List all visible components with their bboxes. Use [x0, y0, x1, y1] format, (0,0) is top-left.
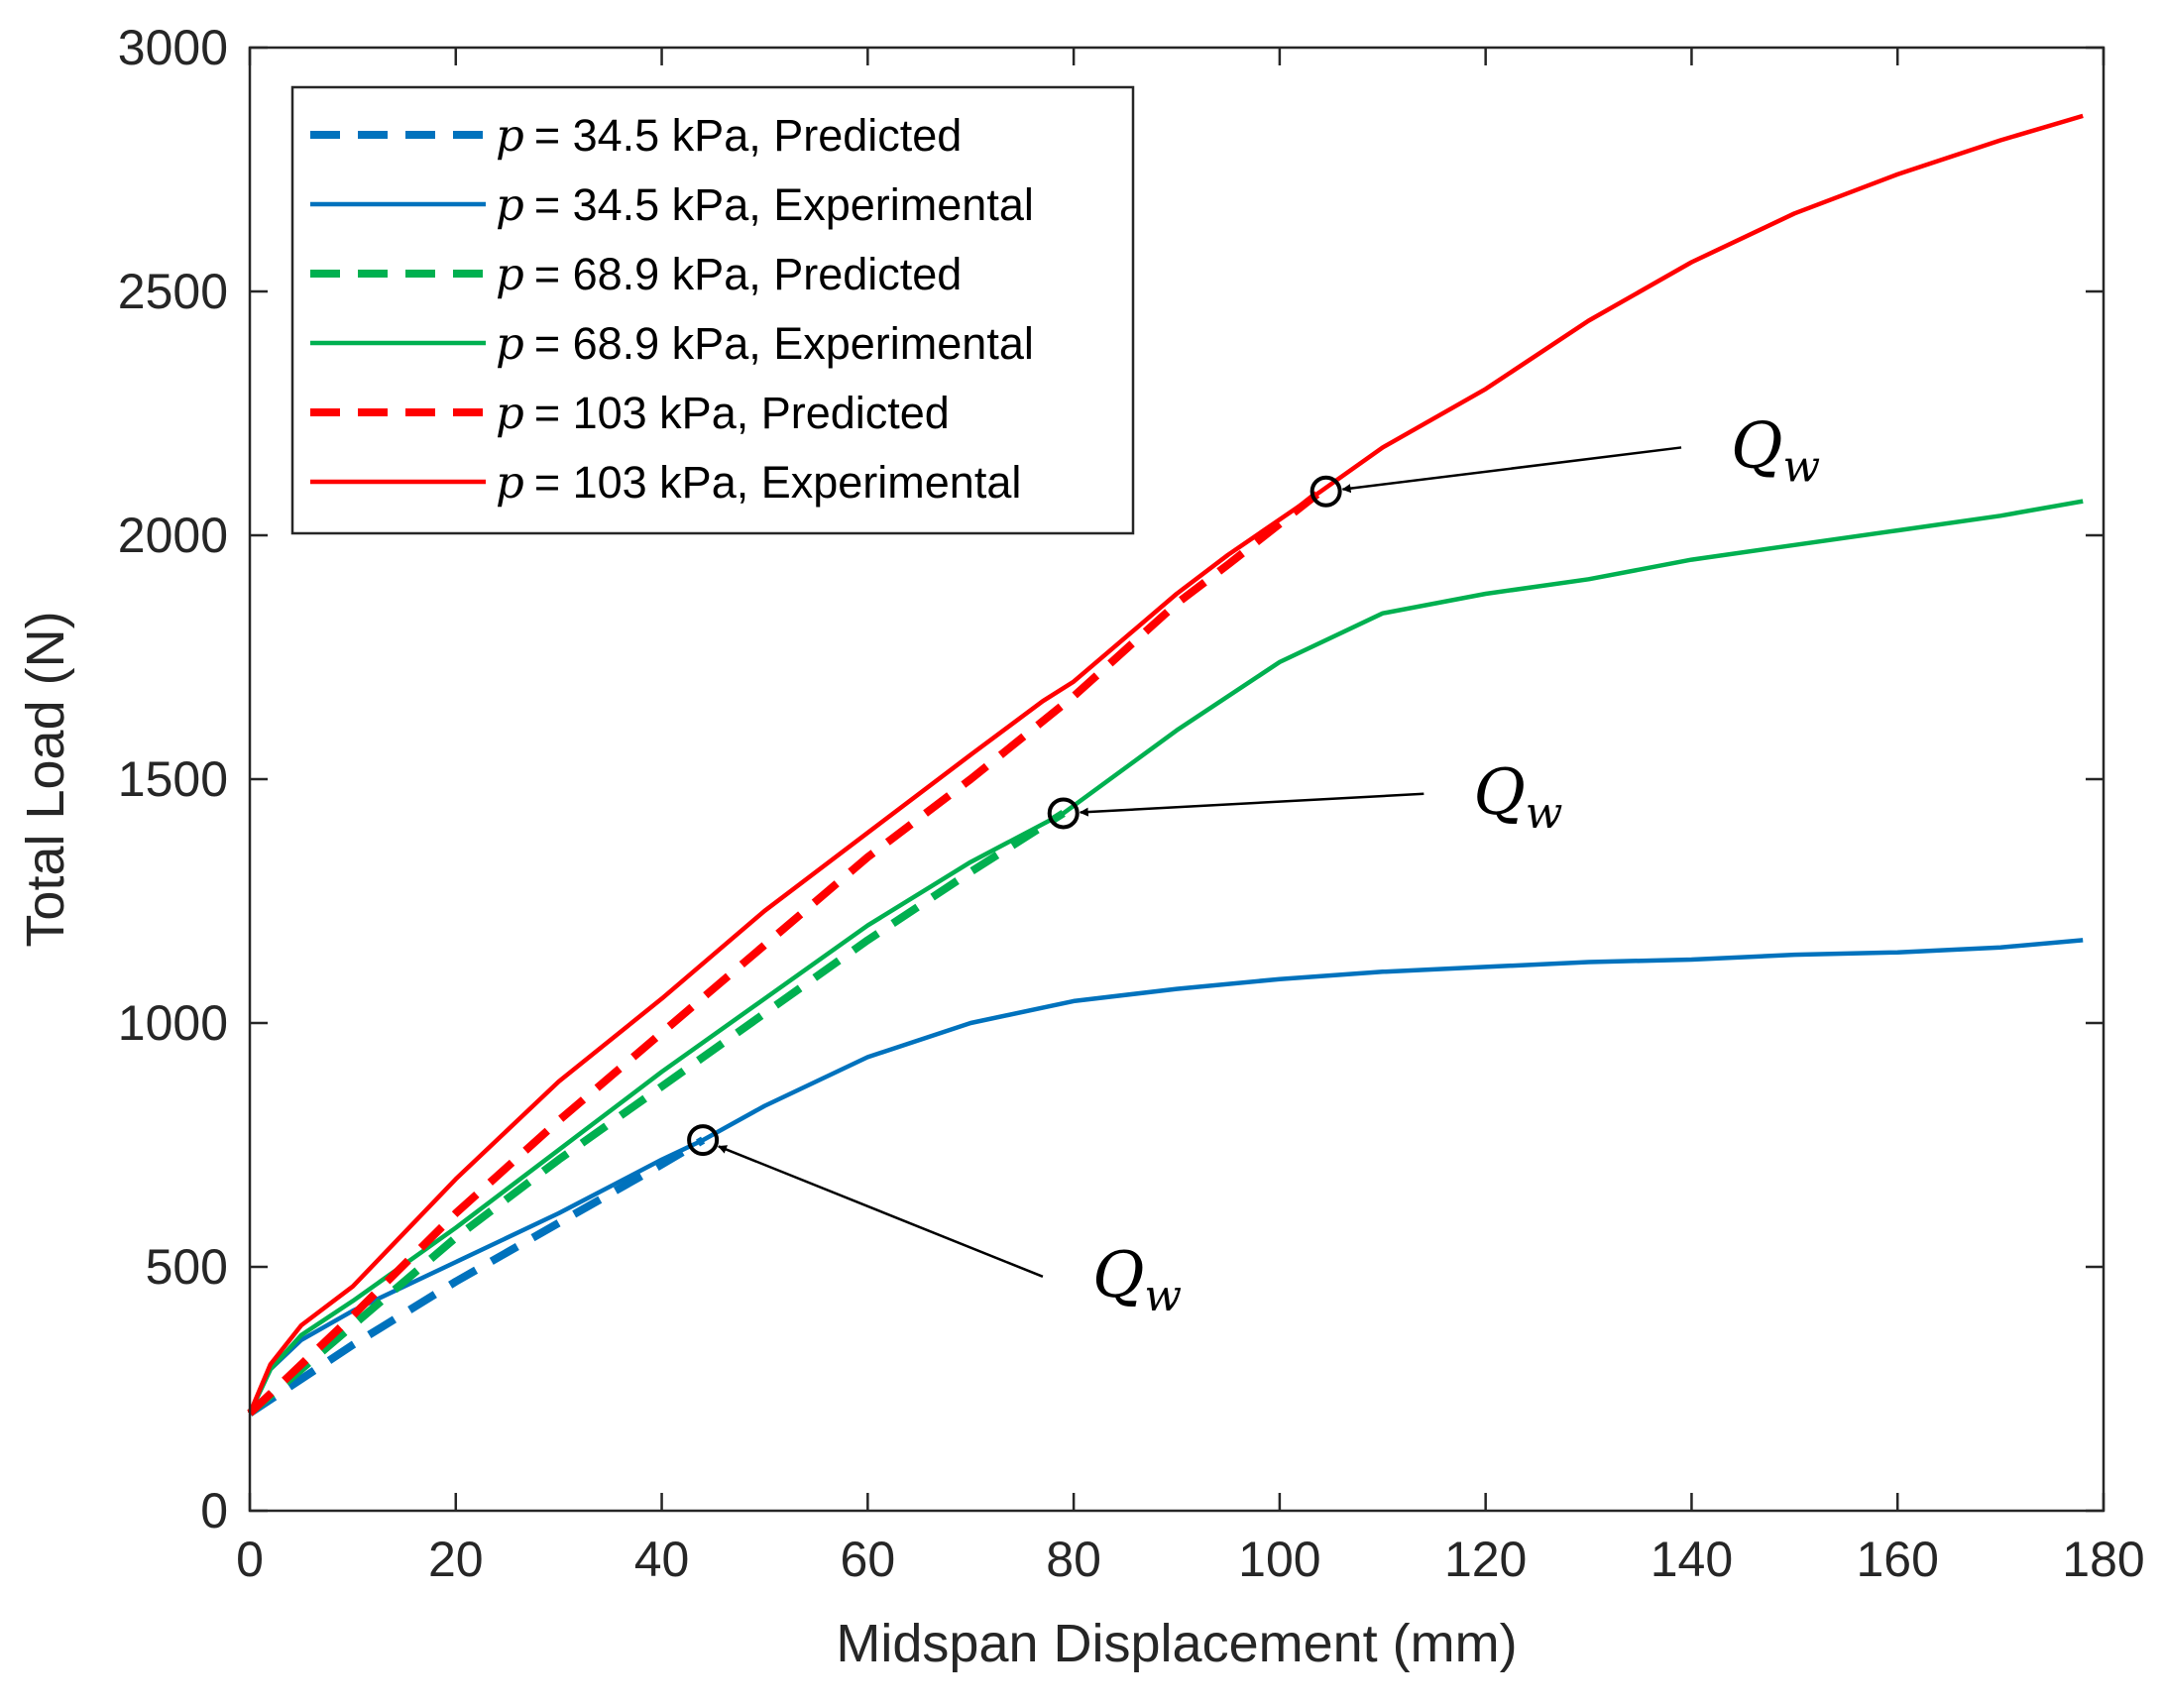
x-tick-label-3: 60 — [841, 1532, 896, 1587]
legend-entry-1: p = 34.5 kPa, Experimental — [496, 178, 1034, 231]
axes-layer: 0 20 40 60 80 100 120 140 160 180 0 500 1000 1500 2000… — [16, 20, 2145, 1673]
legend: p = 34.5 kPa, Predicted p = 34.5 kPa, Exper… — [290, 85, 1135, 535]
y-tick-label-3: 1500 — [118, 751, 228, 807]
annotation-arrow-1 — [1079, 792, 1424, 817]
annotation-arrow-2 — [718, 1145, 1044, 1278]
series-layer — [247, 113, 2084, 1417]
annotation-marker-1 — [1047, 797, 1080, 830]
x-tick-label-8: 160 — [1857, 1532, 1939, 1587]
y-tick-label-5: 2500 — [118, 264, 228, 319]
legend-entry-3: p = 68.9 kPa, Experimental — [496, 317, 1034, 370]
y-tick-label-1: 500 — [146, 1239, 228, 1295]
x-tick-label-4: 80 — [1046, 1532, 1101, 1587]
x-tick-label-5: 100 — [1238, 1532, 1320, 1587]
annotation-marker-0 — [1309, 475, 1342, 508]
x-tick-label-9: 180 — [2062, 1532, 2144, 1587]
x-tick-label-2: 40 — [634, 1532, 690, 1587]
series-line-4 — [247, 488, 1323, 1417]
annotation-arrow-0 — [1341, 446, 1682, 494]
legend-box — [290, 85, 1135, 535]
y-tick-label-0: 0 — [200, 1483, 228, 1538]
y-tick-label-6: 3000 — [118, 20, 228, 75]
legend-entry-4: p = 103 kPa, Predicted — [496, 387, 950, 439]
annotation-label-2: Qw — [1092, 1239, 1182, 1321]
series-line-5 — [247, 113, 2084, 1415]
legend-entry-0: p = 34.5 kPa, Predicted — [496, 109, 962, 162]
series-line-2 — [247, 810, 1066, 1417]
x-tick-label-1: 20 — [428, 1532, 484, 1587]
y-tick-label-2: 1000 — [118, 995, 228, 1051]
y-axis-title: Total Load (N) — [16, 611, 75, 947]
x-axis-title: Midspan Displacement (mm) — [836, 1614, 1517, 1673]
y-tick-label-4: 2000 — [118, 508, 228, 563]
series-line-0 — [247, 1136, 706, 1417]
legend-entry-2: p = 68.9 kPa, Predicted — [496, 248, 962, 300]
x-tick-label-0: 0 — [236, 1532, 264, 1587]
x-tick-label-7: 140 — [1651, 1532, 1733, 1587]
x-tick-label-6: 120 — [1444, 1532, 1527, 1587]
legend-entry-5: p = 103 kPa, Experimental — [496, 456, 1021, 509]
annotation-marker-2 — [687, 1124, 720, 1157]
